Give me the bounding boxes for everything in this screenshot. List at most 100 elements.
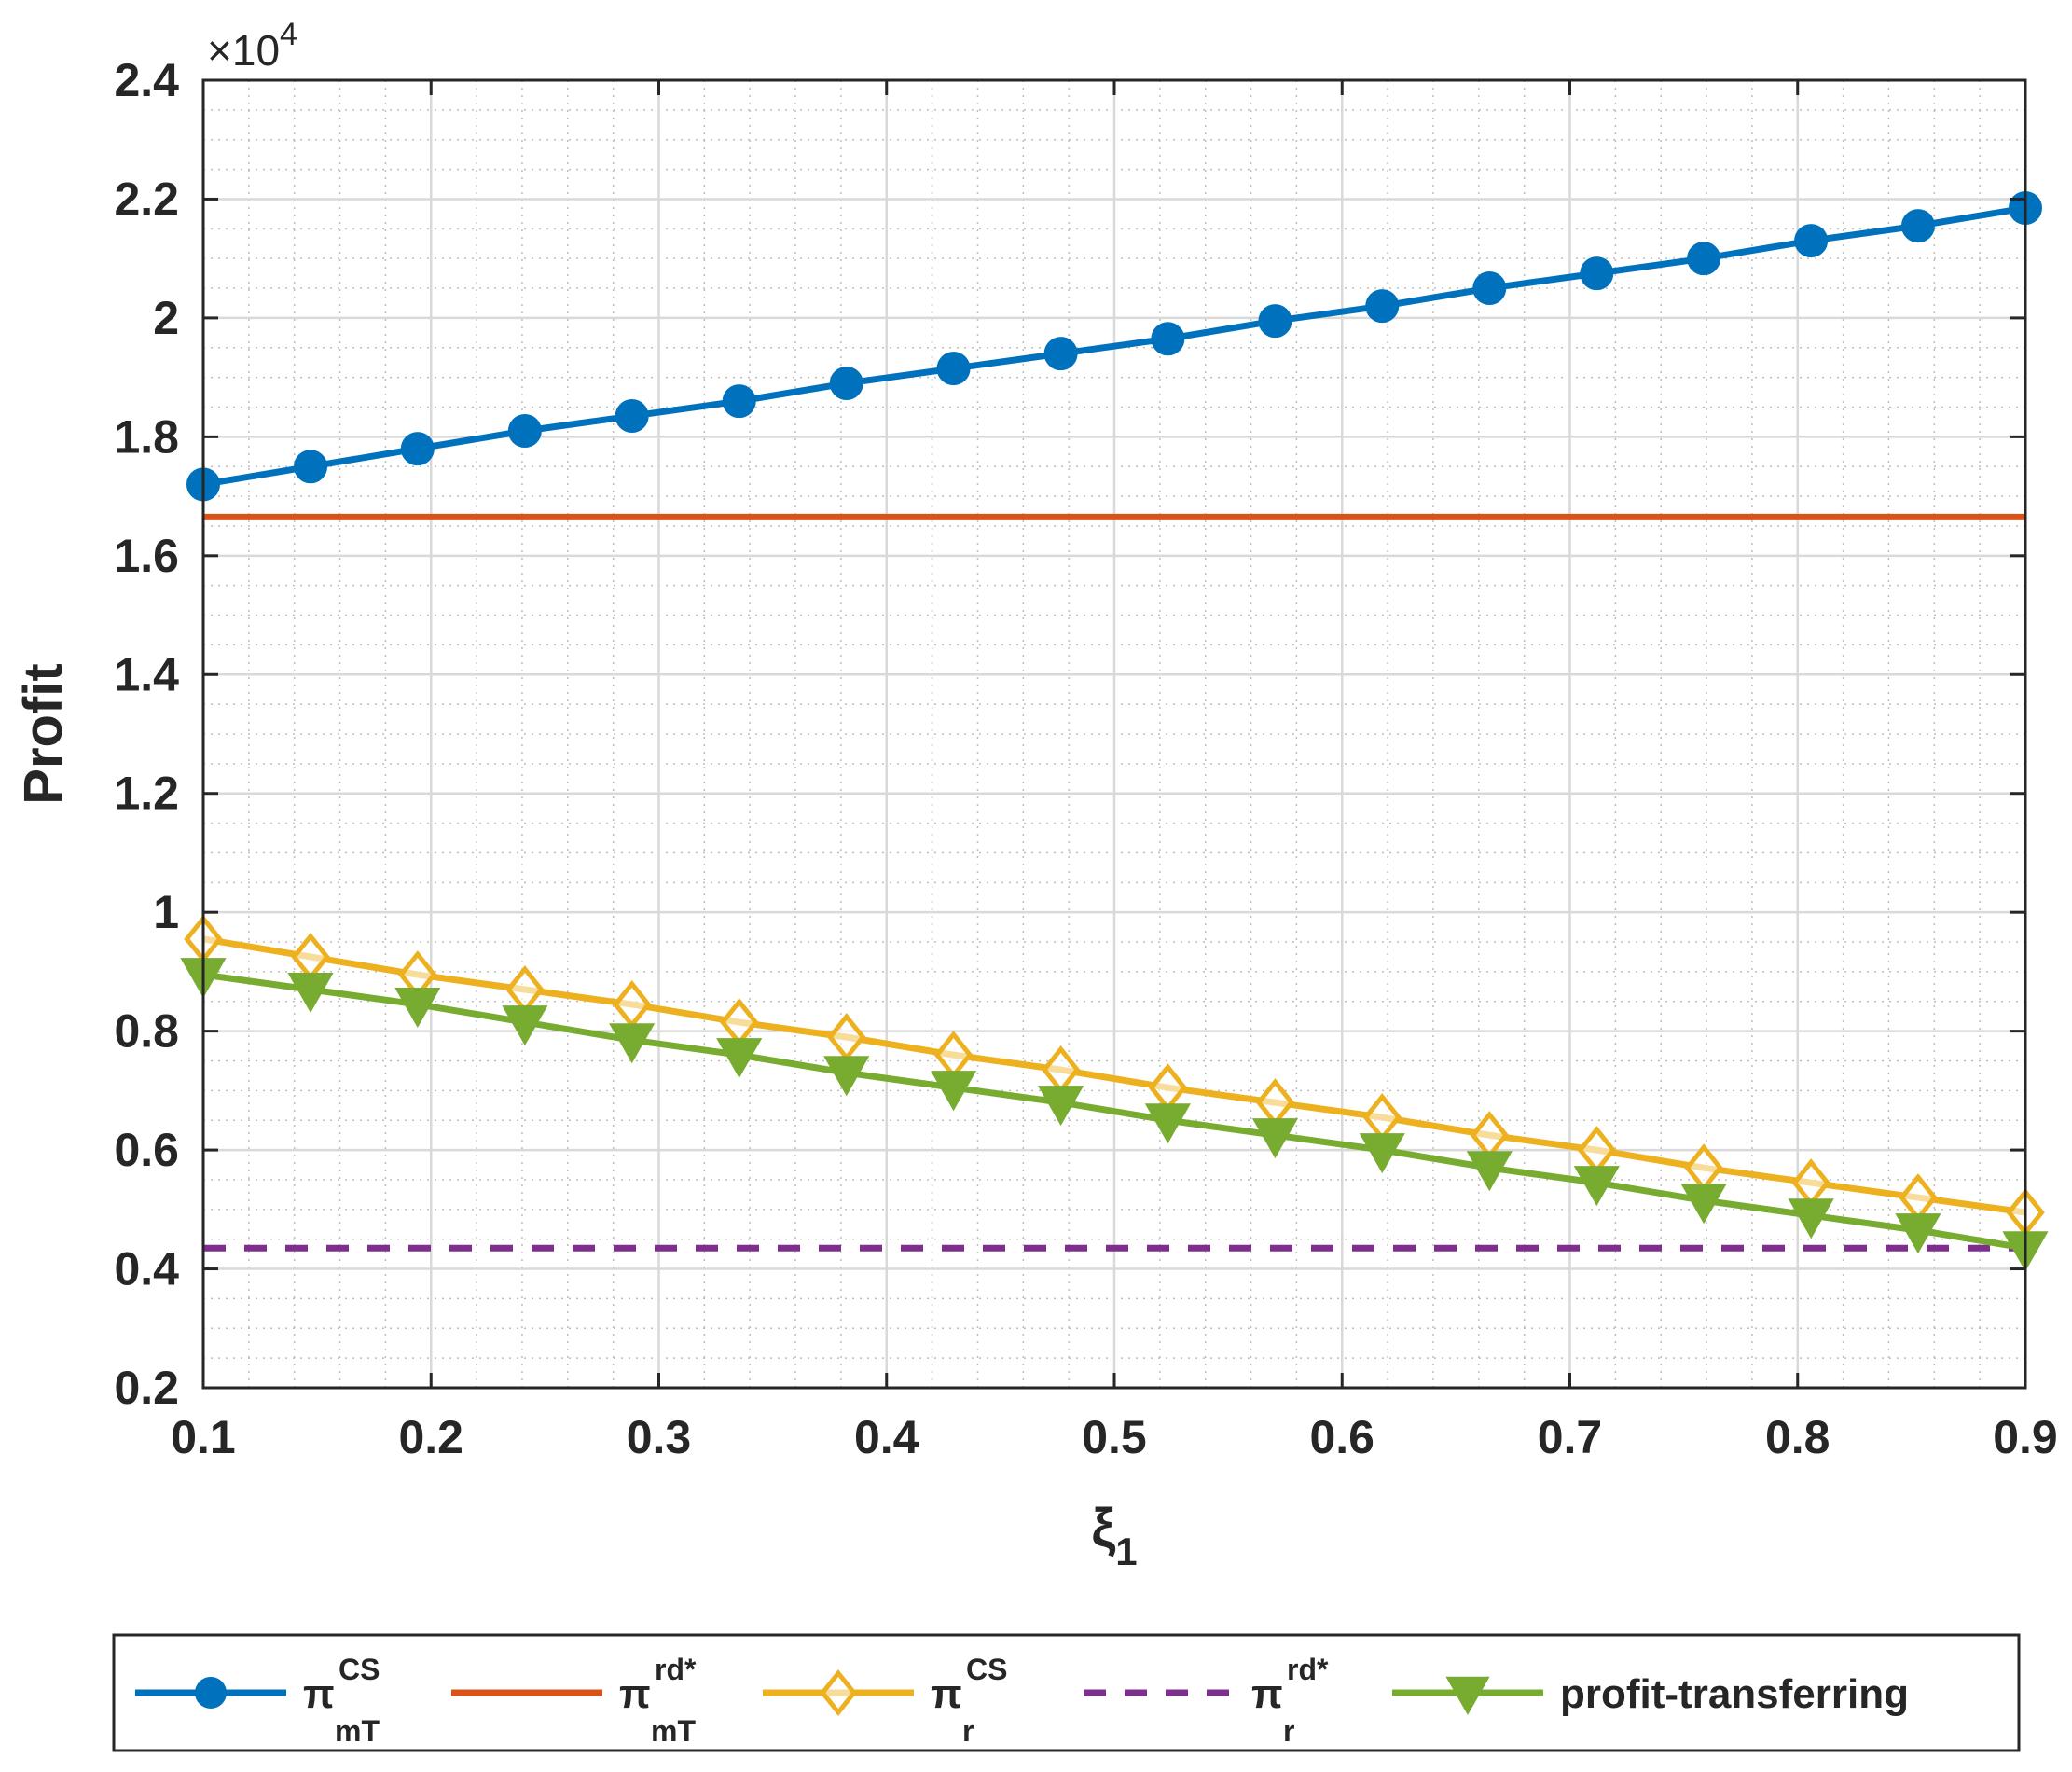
x-tick-label: 0.4 (854, 1411, 919, 1463)
legend-label-pi_mT_rd: π (619, 1671, 651, 1717)
series-pi_r_CS (184, 914, 2045, 1238)
data-point-profit-transferring (1466, 1151, 1513, 1192)
legend-label-main: π (303, 1671, 335, 1717)
legend-label-main: π (619, 1671, 651, 1717)
legend-label-superscript: rd* (1287, 1653, 1329, 1686)
legend-label-pi_r_CS: π (931, 1671, 962, 1717)
data-point-profit-transferring (1680, 1184, 1727, 1225)
y-tick-label: 1.6 (114, 530, 179, 582)
legend-label-pi_mT_CS: π (303, 1671, 335, 1717)
data-point-pi_mT_CS (1043, 337, 1078, 371)
legend-label-main: π (1251, 1671, 1283, 1717)
legend-label-main: π (931, 1671, 962, 1717)
legend-label-subscript: mT (651, 1714, 696, 1748)
legend-marker-pi_r_CS (819, 1668, 858, 1717)
data-point-pi_mT_CS (722, 384, 756, 419)
x-axis-label-subscript: 1 (1115, 1530, 1137, 1573)
y-tick-label: 0.4 (114, 1243, 179, 1295)
data-point-profit-transferring (1895, 1213, 1941, 1254)
legend-label-superscript: CS (338, 1653, 380, 1686)
data-point-pi_mT_CS (1580, 256, 1614, 291)
data-point-pi_mT_CS (1151, 322, 1185, 356)
data-point-pi_mT_CS (1900, 209, 1935, 243)
x-tick-label: 0.5 (1082, 1411, 1147, 1463)
data-point-profit-transferring (394, 987, 441, 1028)
data-point-pi_mT_CS (294, 450, 328, 484)
series-line-pi_r_CS (202, 935, 2026, 1216)
data-point-profit-transferring (1573, 1166, 1620, 1207)
data-point-pi_mT_CS (1472, 271, 1507, 306)
x-tick-label: 0.7 (1538, 1411, 1603, 1463)
ticks: 0.1 0.2 0.3 0.4 0.5 0.6 0.7 0.8 0.90.20.40.60.81… (114, 54, 2057, 1463)
legend-marker-profit-transferring (1445, 1676, 1490, 1716)
x-tick-label: 0.9 (1993, 1411, 2058, 1463)
legend-label-subscript: r (962, 1714, 974, 1748)
legend-label-profit-transferring: profit-transferring (1560, 1671, 1909, 1717)
data-point-pi_mT_CS (829, 367, 863, 401)
y-tick-label: 2.2 (114, 173, 179, 225)
legend-label-subscript: r (1283, 1714, 1294, 1748)
data-point-profit-transferring (823, 1056, 870, 1097)
data-point-pi_mT_CS (1258, 304, 1292, 339)
legend-marker-pi_mT_CS (195, 1677, 227, 1709)
data-point-profit-transferring (1038, 1086, 1084, 1127)
series-pi_mT_CS (186, 191, 2042, 502)
data-point-profit-transferring (930, 1071, 977, 1112)
legend-item-pi_mT_CS: πCS mT (135, 1653, 380, 1748)
y-tick-label: 0.6 (114, 1124, 179, 1176)
y-exponent-base: ×10 (207, 26, 280, 75)
legend-label-superscript: rd* (655, 1653, 697, 1686)
y-exponent-label: ×104 (207, 17, 297, 75)
x-axis-label-main: ξ (1091, 1498, 1115, 1558)
x-axis-label: ξ1 (1091, 1498, 1137, 1573)
legend-label-superscript: CS (966, 1653, 1007, 1686)
data-point-profit-transferring (1788, 1198, 1834, 1239)
y-tick-label: 0.2 (114, 1362, 179, 1414)
data-point-profit-transferring (1359, 1133, 1405, 1174)
legend-box (112, 1633, 2021, 1752)
grid (201, 78, 2027, 1390)
x-tick-label: 0.6 (1309, 1411, 1374, 1463)
x-tick-label: 0.2 (398, 1411, 463, 1463)
x-tick-label: 0.1 (171, 1411, 236, 1463)
legend-label-pi_r_rd: π (1251, 1671, 1283, 1717)
series-line-profit-transferring (202, 971, 2026, 1252)
y-tick-label: 1.2 (114, 768, 179, 820)
legend-item-pi_r_rd: πrd* r (1084, 1653, 1329, 1748)
x-tick-label: 0.3 (627, 1411, 692, 1463)
data-point-pi_mT_CS (1365, 289, 1400, 324)
data-point-profit-transferring (1251, 1118, 1299, 1159)
legend-item-pi_r_CS: πCS r (763, 1653, 1007, 1748)
data-point-pi_mT_CS (1687, 242, 1721, 276)
data-point-profit-transferring (716, 1038, 763, 1079)
y-tick-label: 1 (153, 886, 179, 938)
legend-label-main: profit-transferring (1560, 1671, 1909, 1717)
y-exponent-power: 4 (280, 17, 297, 52)
data-point-pi_mT_CS (936, 352, 971, 386)
data-point-pi_mT_CS (507, 413, 542, 448)
data-point-pi_mT_CS (1794, 224, 1829, 258)
y-tick-label: 0.8 (114, 1005, 179, 1058)
data-point-profit-transferring (609, 1023, 656, 1064)
y-tick-label: 2.4 (114, 54, 179, 106)
legend-item-pi_mT_rd: πrd* mT (451, 1653, 697, 1748)
data-point-profit-transferring (502, 1005, 548, 1046)
labels: ×104 Profit ξ1 (13, 17, 1138, 1573)
legend-label-subscript: mT (335, 1714, 380, 1748)
legend-item-profit-transferring: profit-transferring (1392, 1671, 1909, 1717)
y-tick-label: 2 (153, 292, 179, 344)
data-point-pi_mT_CS (615, 399, 649, 434)
data-point-pi_mT_CS (400, 432, 435, 466)
series (180, 191, 2049, 1272)
y-axis-label: Profit (13, 663, 74, 804)
x-tick-label: 0.8 (1765, 1411, 1830, 1463)
series-line-pi_mT_CS (202, 204, 2026, 488)
y-tick-label: 1.8 (114, 410, 179, 463)
y-tick-label: 1.4 (114, 648, 179, 700)
data-point-profit-transferring (1144, 1103, 1191, 1144)
data-point-profit-transferring (287, 973, 334, 1014)
